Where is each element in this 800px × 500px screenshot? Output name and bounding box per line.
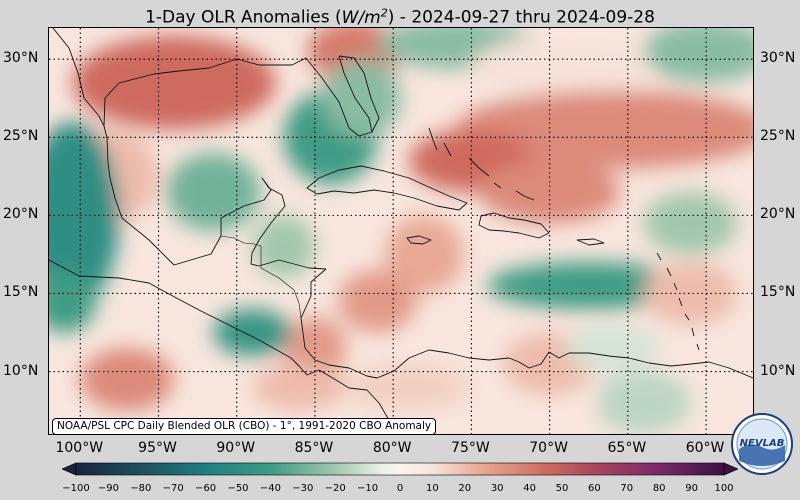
- latitude-label: 15°N: [760, 284, 796, 301]
- anomaly-region-1: [72, 35, 276, 130]
- anomaly-region-20: [213, 309, 292, 356]
- anomaly-region-4: [49, 121, 120, 310]
- colorbar-extend-high: [723, 462, 738, 476]
- longitude-label: 75°W: [451, 440, 490, 456]
- colorbar-tick-label: 40: [523, 483, 536, 494]
- anomaly-region-14: [385, 215, 464, 294]
- anomaly-region-10: [643, 28, 753, 83]
- anomaly-region-21: [49, 270, 96, 333]
- anomaly-field: [49, 28, 753, 434]
- colorbar-tick-label: 100: [714, 483, 734, 494]
- coastline-hispaniola: [478, 212, 550, 239]
- anomaly-region-18: [643, 191, 738, 255]
- colorbar-tick-label: −40: [259, 483, 281, 494]
- coastline-lesser-antilles: [656, 252, 700, 351]
- latitude-label: 20°N: [760, 206, 796, 223]
- longitude-label: 65°W: [607, 440, 647, 456]
- anomaly-map[interactable]: [49, 28, 753, 434]
- anomaly-region-17: [487, 262, 691, 310]
- anomaly-region-26: [596, 371, 691, 434]
- colorbar-tick-label: 0: [396, 483, 404, 494]
- longitude-label: 85°W: [294, 440, 334, 456]
- coastline-central-america-pacific: [49, 259, 368, 391]
- coastline-jamaica: [406, 235, 432, 245]
- colorbar-tick-label: 50: [555, 483, 569, 494]
- colorbar-tick-label: −90: [97, 483, 119, 494]
- graticule: [49, 28, 753, 434]
- coastline-bahamas-2: [443, 142, 452, 157]
- title-unit: W/m2: [341, 6, 388, 28]
- colorbar-extend-low: [62, 462, 77, 476]
- colorbar-tick-label: 90: [685, 483, 698, 494]
- longitude-label: 95°W: [138, 440, 177, 456]
- coastline-bahamas-5: [515, 190, 535, 201]
- border-central-america: [260, 246, 302, 319]
- coastline-florida: [338, 55, 380, 133]
- latitude-label: 25°N: [3, 128, 39, 145]
- chart-title: 1-Day OLR Anomalies (W/m2) - 2024-09-27 …: [145, 6, 655, 28]
- colorbar-tick-label: −10: [357, 483, 379, 494]
- coastline-us-gulf: [103, 55, 373, 137]
- colorbar-tick-label: −20: [324, 483, 346, 494]
- anomaly-region-19: [643, 262, 738, 325]
- anomaly-region-15: [338, 270, 417, 333]
- anomaly-region-7: [322, 59, 401, 138]
- colorbar-tick-label: 30: [490, 483, 504, 494]
- anomaly-region-28: [252, 215, 315, 278]
- logo-text: NEVLAB: [740, 438, 785, 449]
- latitude-label: 25°N: [760, 128, 796, 145]
- coastline-central-america-caribbean: [300, 268, 510, 379]
- border-mexico-guatemala: [220, 235, 262, 247]
- coastline-bahamas-3: [468, 157, 490, 177]
- colorbar-tick-label: 80: [652, 483, 666, 494]
- longitude-label: 100°W: [55, 440, 104, 456]
- noaa-psl-logo: NEVLAB: [731, 413, 793, 475]
- latitude-label: 15°N: [3, 284, 39, 301]
- latitude-label: 10°N: [760, 362, 796, 379]
- latitude-label: 30°N: [3, 50, 39, 67]
- colorbar-tick-label: −60: [195, 483, 217, 494]
- anomaly-region-9: [471, 35, 660, 99]
- latitude-label: 30°N: [760, 50, 796, 67]
- colorbar-tick-label: 60: [588, 483, 601, 494]
- anomaly-region-22: [80, 348, 175, 411]
- colorbar-tick-label: 20: [458, 483, 472, 494]
- coastline-puerto-rico: [576, 238, 605, 246]
- colorbar-tick-label: 70: [620, 483, 634, 494]
- anomaly-region-13: [479, 160, 621, 224]
- coastline-cuba: [306, 165, 468, 211]
- colorbar-tick-label: −30: [292, 483, 314, 494]
- colorbar-tick-label: −50: [227, 483, 249, 494]
- coastline-bahamas-4: [493, 182, 502, 189]
- coastline-bahamas-1: [428, 127, 438, 151]
- colorbar-tick-label: −80: [130, 483, 152, 494]
- anomaly-region-23: [252, 363, 347, 411]
- latitude-label: 10°N: [3, 362, 39, 379]
- colorbar-tick-label: 10: [426, 483, 439, 494]
- colorbar-gradient: [75, 462, 725, 476]
- longitude-label: 70°W: [529, 440, 568, 456]
- anomaly-region-11: [455, 90, 753, 169]
- anomaly-region-24: [346, 363, 472, 411]
- longitude-label: 90°W: [216, 440, 256, 456]
- longitude-label: 80°W: [372, 440, 412, 456]
- anomaly-region-27: [565, 324, 660, 372]
- map-panel[interactable]: [48, 27, 754, 435]
- colorbar-tick-label: −100: [62, 483, 90, 494]
- longitude-label: 60°W: [685, 440, 725, 456]
- latitude-label: 20°N: [3, 206, 39, 223]
- anomaly-region-5: [166, 152, 261, 231]
- colorbar-tick-label: −70: [162, 483, 184, 494]
- colorbar: [62, 462, 738, 476]
- coastlines: [49, 28, 753, 434]
- data-source-credit: NOAA/PSL CPC Daily Blended OLR (CBO) - 1…: [52, 418, 437, 435]
